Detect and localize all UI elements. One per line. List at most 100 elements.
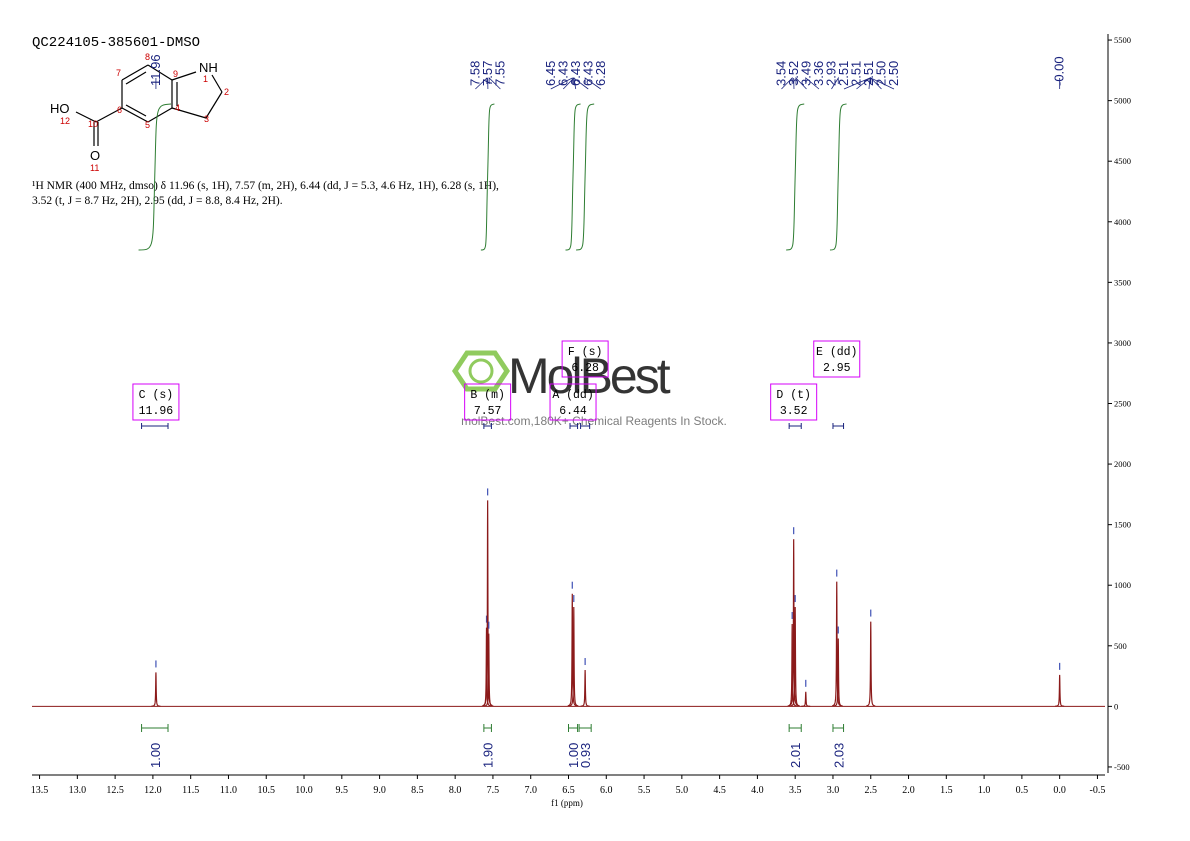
y-tick-label: 2500: [1114, 399, 1131, 409]
peak: [866, 621, 876, 707]
peak-label: 2.50: [873, 61, 888, 86]
multiplet-bracket: [580, 423, 591, 429]
bond: [121, 107, 149, 123]
bond: [75, 111, 97, 123]
peak-label: 11.96: [148, 54, 163, 86]
x-tick-label: 8.0: [449, 785, 462, 796]
peak-label: -0.00: [1052, 56, 1067, 86]
atom-number: 3: [204, 114, 209, 124]
integral-curve: [138, 103, 172, 251]
multiplet-name: F (s): [568, 346, 603, 359]
description-line: ¹H NMR (400 MHz, dmso) δ 11.96 (s, 1H), …: [32, 180, 499, 192]
peak-label: 2.51: [836, 61, 851, 86]
multiplet-box: [770, 383, 818, 421]
peak: [801, 691, 811, 707]
multiplet-name: A (dd): [552, 389, 593, 402]
y-tick-label: 3000: [1114, 338, 1131, 348]
multiplet-value: 7.57: [474, 405, 502, 418]
x-tick-label: 13.0: [69, 785, 87, 796]
bond: [125, 71, 147, 85]
x-tick-label: 12.0: [144, 785, 162, 796]
y-tick-label: 4500: [1114, 156, 1131, 166]
multiplet-bracket: [832, 423, 845, 429]
peak-leader: [868, 77, 871, 90]
integral-bracket: [578, 724, 592, 732]
integral-curve: [480, 103, 495, 251]
multiplet-box: [813, 340, 861, 378]
multiplet-box: [549, 383, 597, 421]
peak-leader: [795, 77, 807, 90]
x-tick-label: 5.5: [638, 785, 651, 796]
peak: [833, 638, 843, 707]
integral-bracket: [568, 724, 579, 732]
multiplet-value: 3.52: [780, 405, 808, 418]
integral-curve: [786, 103, 805, 251]
x-tick-label: 3.0: [827, 785, 840, 796]
peak-label: 3.54: [773, 61, 788, 86]
atom-number: 5: [145, 120, 150, 130]
y-tick-label: 1000: [1114, 580, 1131, 590]
x-tick-label: 4.5: [713, 785, 726, 796]
peak: [484, 633, 494, 707]
x-tick-label: 13.5: [31, 785, 49, 796]
peak: [482, 500, 493, 707]
x-tick-label: 11.5: [182, 785, 199, 796]
integral-bracket: [483, 724, 492, 732]
bond: [125, 104, 147, 117]
x-tick-label: 5.0: [676, 785, 689, 796]
bond: [147, 64, 173, 81]
bond: [205, 91, 223, 119]
atom-number: 2: [224, 87, 229, 97]
x-tick-label: 6.5: [562, 785, 575, 796]
y-tick-label: 5500: [1114, 35, 1131, 45]
x-tick-label: 0.0: [1053, 785, 1066, 796]
x-tick-label: 7.0: [524, 785, 537, 796]
peak: [151, 672, 161, 707]
structure: [75, 64, 223, 146]
integral-label: 0.93: [578, 743, 593, 768]
peak-label: 6.45: [543, 61, 558, 86]
x-tick-label: 2.0: [902, 785, 915, 796]
x-tick-label: 0.5: [1016, 785, 1029, 796]
peak: [569, 607, 579, 707]
multiplet-bracket: [569, 423, 579, 429]
atom-number: 4: [175, 103, 180, 113]
multiplet-box: [464, 383, 512, 421]
x-tick-label: 9.0: [373, 785, 386, 796]
atom: O: [90, 148, 100, 163]
description-line: 3.52 (t, J = 8.7 Hz, 2H), 2.95 (dd, J = …: [32, 195, 283, 207]
integral-curve: [565, 103, 581, 251]
watermark-brand: MolBest: [508, 348, 671, 404]
integral-bracket: [788, 724, 802, 732]
peak-label: 3.49: [798, 61, 813, 86]
peak-label: 7.55: [492, 61, 507, 86]
y-tick-label: -500: [1114, 762, 1130, 772]
bond: [147, 107, 173, 123]
x-tick-label: 9.5: [336, 785, 349, 796]
integral-curve: [576, 103, 595, 251]
bond: [171, 107, 207, 119]
peak-label: 3.36: [811, 61, 826, 86]
peak: [832, 581, 842, 707]
peak-leader: [781, 77, 793, 90]
peak: [788, 539, 799, 707]
atom: HO: [50, 101, 70, 116]
peak-label: 2.51: [848, 61, 863, 86]
atom-number: 7: [116, 68, 121, 78]
multiplet-value: 6.44: [559, 405, 587, 418]
multiplet-value: 2.95: [823, 362, 851, 375]
chart-title: QC224105-385601-DMSO: [32, 35, 200, 51]
integral-label: 2.01: [788, 743, 803, 768]
bond: [95, 107, 123, 123]
peak-leader: [573, 77, 589, 90]
peak-leader: [475, 77, 488, 90]
peak: [580, 670, 590, 707]
multiplet-name: E (dd): [816, 346, 857, 359]
y-tick-label: 5000: [1114, 96, 1131, 106]
peak-leader: [805, 77, 820, 90]
y-tick-label: 2000: [1114, 459, 1131, 469]
multiplet-bracket: [788, 423, 802, 429]
y-tick-label: 500: [1114, 641, 1127, 651]
peak-leader: [584, 77, 601, 90]
